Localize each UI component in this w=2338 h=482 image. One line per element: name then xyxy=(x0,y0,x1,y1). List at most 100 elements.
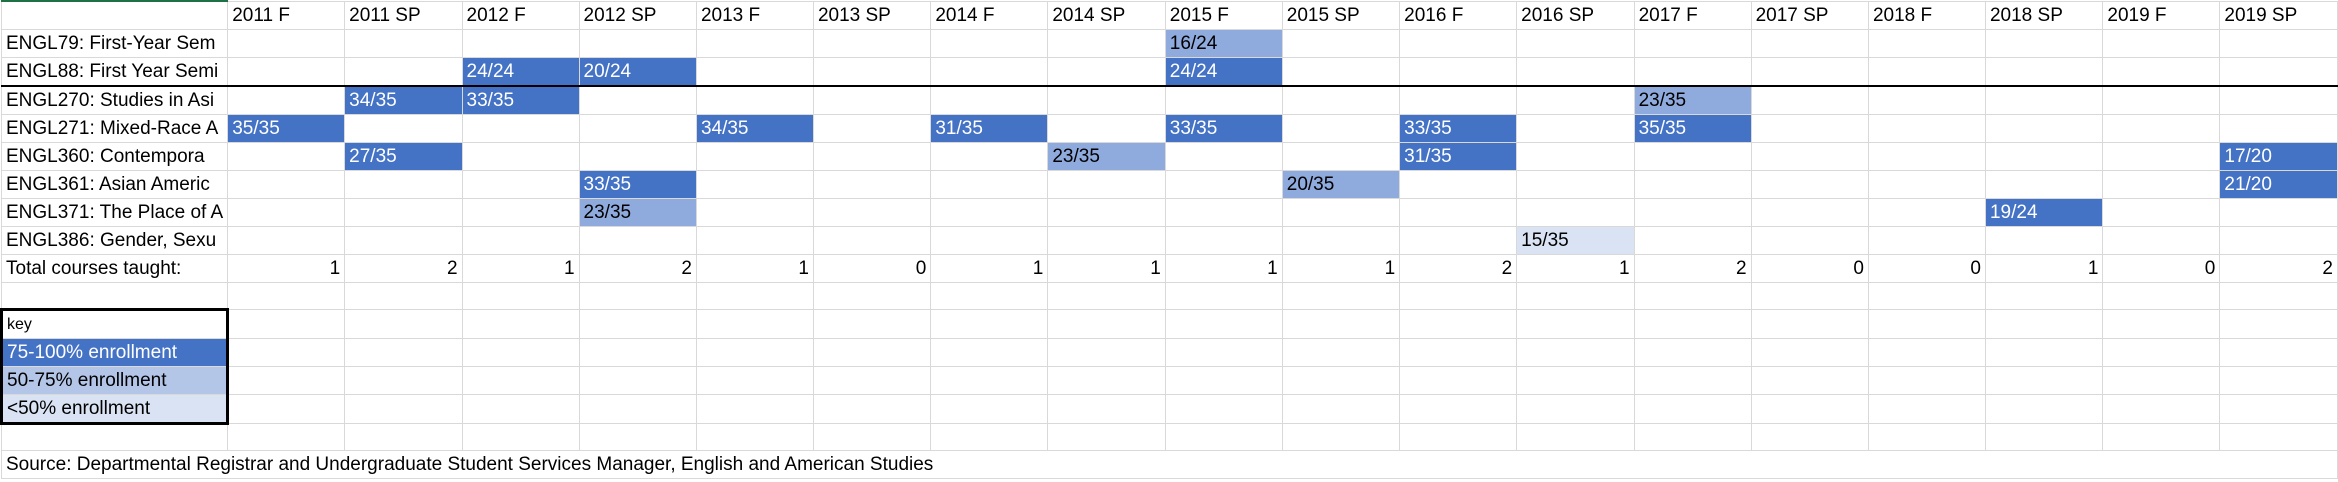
empty-cell[interactable] xyxy=(695,141,814,171)
empty-cell[interactable] xyxy=(578,422,697,451)
empty-cell[interactable] xyxy=(1516,113,1635,143)
empty-cell[interactable] xyxy=(930,337,1049,367)
total-value-cell[interactable]: 1 xyxy=(227,253,346,283)
total-value-cell[interactable]: 2 xyxy=(1399,253,1518,283)
empty-cell[interactable] xyxy=(1164,225,1283,255)
empty-cell[interactable] xyxy=(1047,28,1166,58)
empty-cell[interactable] xyxy=(1984,28,2104,58)
empty-cell[interactable] xyxy=(578,337,697,367)
total-value-cell[interactable]: 0 xyxy=(2102,253,2221,283)
empty-cell[interactable] xyxy=(1047,365,1166,395)
empty-cell[interactable] xyxy=(695,365,814,395)
empty-cell[interactable] xyxy=(1867,197,1986,227)
empty-cell[interactable] xyxy=(2219,197,2338,227)
empty-cell[interactable] xyxy=(1164,393,1283,424)
empty-cell[interactable] xyxy=(1164,281,1283,310)
empty-cell[interactable] xyxy=(1399,308,1518,339)
empty-cell[interactable] xyxy=(1516,308,1635,339)
empty-cell[interactable] xyxy=(1047,197,1166,227)
enrollment-cell[interactable]: 23/35 xyxy=(1047,141,1166,171)
empty-cell[interactable] xyxy=(344,169,463,199)
empty-cell[interactable] xyxy=(930,281,1049,310)
empty-cell[interactable] xyxy=(1047,281,1166,310)
course-name-cell[interactable]: ENGL386: Gender, Sexu xyxy=(0,225,229,255)
empty-cell[interactable] xyxy=(344,365,463,395)
enrollment-cell[interactable]: 21/20 xyxy=(2219,169,2338,199)
key-item-lo[interactable]: <50% enrollment xyxy=(0,393,230,425)
empty-cell[interactable] xyxy=(227,28,346,58)
empty-cell[interactable] xyxy=(1867,56,1986,87)
empty-cell[interactable] xyxy=(1984,281,2104,310)
empty-cell[interactable] xyxy=(1047,85,1166,115)
empty-cell[interactable] xyxy=(2102,365,2221,395)
empty-cell[interactable] xyxy=(1281,365,1401,395)
empty-cell[interactable] xyxy=(695,422,814,451)
empty-cell[interactable] xyxy=(461,365,580,395)
empty-cell[interactable] xyxy=(227,141,346,171)
empty-cell[interactable] xyxy=(344,56,463,87)
term-header-cell[interactable]: 2013 SP xyxy=(812,0,932,30)
empty-cell[interactable] xyxy=(1281,337,1401,367)
total-value-cell[interactable]: 1 xyxy=(1047,253,1166,283)
empty-cell[interactable] xyxy=(2102,169,2221,199)
empty-cell[interactable] xyxy=(1750,281,1869,310)
empty-cell[interactable] xyxy=(2219,28,2338,58)
empty-cell[interactable] xyxy=(1399,393,1518,424)
empty-cell[interactable] xyxy=(578,28,697,58)
enrollment-cell[interactable]: 31/35 xyxy=(1399,141,1518,171)
empty-cell[interactable] xyxy=(1984,169,2104,199)
empty-cell[interactable] xyxy=(227,422,346,451)
empty-cell[interactable] xyxy=(812,225,932,255)
empty-cell[interactable] xyxy=(2102,281,2221,310)
term-header-cell[interactable]: 2015 F xyxy=(1164,0,1283,30)
empty-cell[interactable] xyxy=(1399,281,1518,310)
empty-cell[interactable] xyxy=(227,225,346,255)
empty-cell[interactable] xyxy=(2219,56,2338,87)
empty-cell[interactable] xyxy=(930,141,1049,171)
empty-cell[interactable] xyxy=(461,141,580,171)
total-value-cell[interactable]: 1 xyxy=(1164,253,1283,283)
empty-cell[interactable] xyxy=(1867,308,1986,339)
empty-cell[interactable] xyxy=(1750,422,1869,451)
empty-cell[interactable] xyxy=(812,422,932,451)
empty-cell[interactable] xyxy=(1516,56,1635,87)
empty-cell[interactable] xyxy=(1047,337,1166,367)
enrollment-cell[interactable]: 19/24 xyxy=(1984,197,2104,227)
empty-cell[interactable] xyxy=(578,85,697,115)
empty-cell[interactable] xyxy=(1281,28,1401,58)
empty-cell[interactable] xyxy=(1984,113,2104,143)
term-header-cell[interactable]: 2017 SP xyxy=(1750,0,1869,30)
empty-cell[interactable] xyxy=(930,85,1049,115)
enrollment-cell[interactable]: 20/24 xyxy=(578,56,697,87)
key-item-hi[interactable]: 75-100% enrollment xyxy=(0,337,230,367)
empty-cell[interactable] xyxy=(930,422,1049,451)
header-corner-cell[interactable] xyxy=(0,0,229,30)
empty-cell[interactable] xyxy=(1281,308,1401,339)
enrollment-cell[interactable]: 20/35 xyxy=(1281,169,1401,199)
enrollment-cell[interactable]: 24/24 xyxy=(1164,56,1283,87)
enrollment-cell[interactable]: 16/24 xyxy=(1164,28,1283,58)
empty-cell[interactable] xyxy=(344,281,463,310)
term-header-cell[interactable]: 2018 SP xyxy=(1984,0,2104,30)
enrollment-cell[interactable]: 15/35 xyxy=(1516,225,1635,255)
total-value-cell[interactable]: 1 xyxy=(1984,253,2104,283)
empty-cell[interactable] xyxy=(461,337,580,367)
empty-cell[interactable] xyxy=(812,337,932,367)
empty-cell[interactable] xyxy=(1281,141,1401,171)
empty-cell[interactable] xyxy=(1281,85,1401,115)
totals-label-cell[interactable]: Total courses taught: xyxy=(0,253,229,283)
empty-cell[interactable] xyxy=(1750,365,1869,395)
empty-cell[interactable] xyxy=(1750,197,1869,227)
empty-cell[interactable] xyxy=(2219,225,2338,255)
empty-cell[interactable] xyxy=(1867,169,1986,199)
empty-cell[interactable] xyxy=(695,393,814,424)
enrollment-cell[interactable]: 31/35 xyxy=(930,113,1049,143)
enrollment-cell[interactable]: 34/35 xyxy=(344,85,463,115)
empty-cell[interactable] xyxy=(1164,197,1283,227)
empty-cell[interactable] xyxy=(930,28,1049,58)
empty-cell[interactable] xyxy=(2102,197,2221,227)
empty-cell[interactable] xyxy=(2102,393,2221,424)
total-value-cell[interactable]: 1 xyxy=(930,253,1049,283)
empty-cell[interactable] xyxy=(461,197,580,227)
empty-cell[interactable] xyxy=(2219,85,2338,115)
